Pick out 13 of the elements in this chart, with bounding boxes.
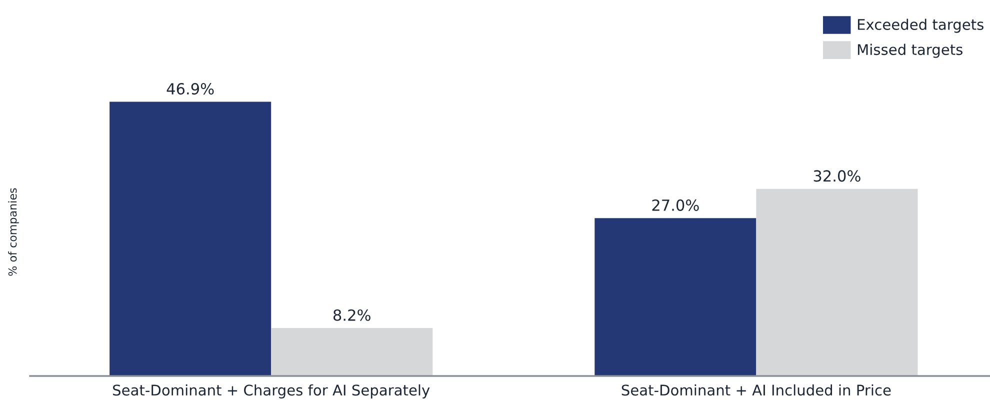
x-tick-label: Seat-Dominant + AI Included in Price: [622, 384, 891, 396]
bar: [756, 188, 918, 376]
x-tick-label: Seat-Dominant + Charges for AI Separately: [113, 384, 430, 398]
data-label: 8.2%: [333, 309, 370, 321]
bar: [110, 102, 272, 376]
data-label: 27.0%: [652, 199, 699, 211]
y-axis-title: % of companies: [8, 188, 19, 276]
data-label: 46.9%: [166, 83, 214, 95]
bar: [594, 218, 756, 376]
data-label: 32.0%: [814, 170, 860, 182]
legend-label: Exceeded targets: [858, 18, 984, 33]
bar: [271, 328, 433, 376]
legend-label: Missed targets: [858, 44, 962, 58]
